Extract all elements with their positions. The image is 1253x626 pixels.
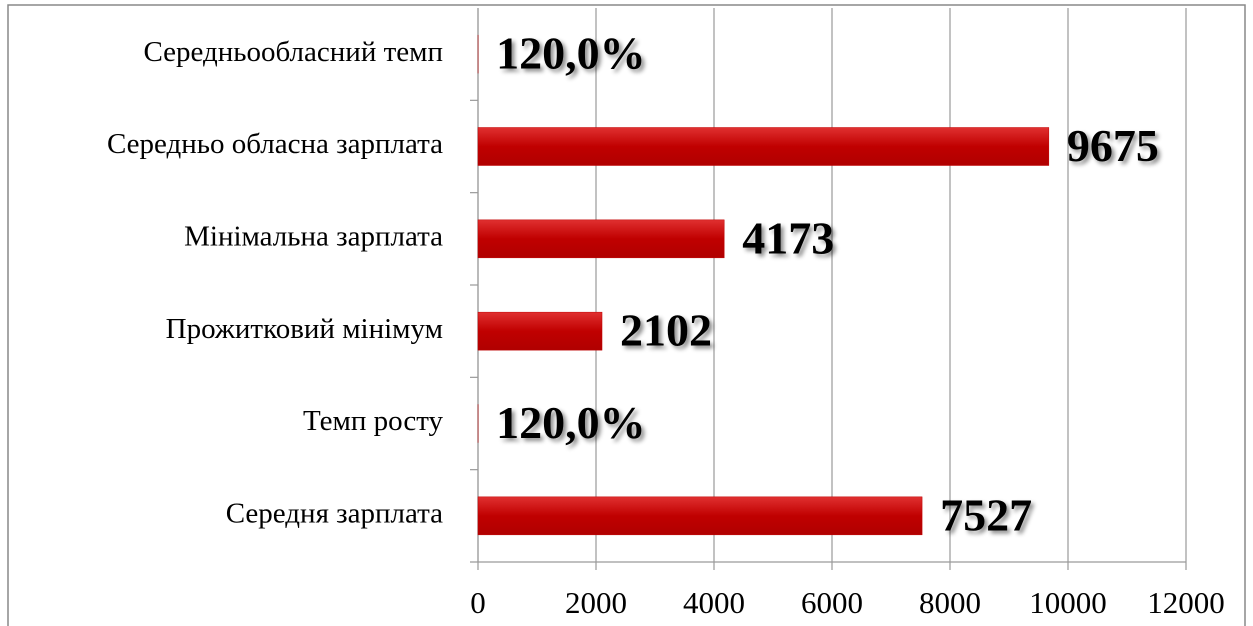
bar: [477, 496, 923, 536]
data-label: 7527: [940, 489, 1032, 540]
data-label: 120,0%: [496, 28, 646, 79]
x-tick-label: 4000: [683, 585, 745, 620]
x-tick-label: 0: [470, 585, 486, 620]
data-label: 120,0%: [496, 397, 646, 448]
y-tick-label: Прожитковий мінімум: [166, 313, 443, 345]
chart-border: [7, 4, 1246, 626]
x-tick-label: 12000: [1147, 585, 1225, 620]
y-tick-label: Темп росту: [303, 405, 443, 437]
y-tick-label: Середня зарплата: [226, 497, 443, 529]
bar: [477, 311, 603, 351]
data-label: 4173: [742, 212, 834, 263]
bar: [477, 219, 725, 259]
y-tick-label: Середньо обласна зарплата: [107, 128, 443, 160]
x-tick-label: 6000: [801, 585, 863, 620]
x-tick-label: 10000: [1029, 585, 1107, 620]
y-tick-label: Середньообласний темп: [143, 36, 443, 68]
bar: [477, 127, 1050, 166]
x-tick-label: 2000: [565, 585, 627, 620]
data-label: 9675: [1067, 120, 1159, 171]
x-tick-label: 8000: [919, 585, 981, 620]
data-label: 2102: [620, 305, 712, 356]
y-tick-label: Мінімальна зарплата: [184, 220, 443, 252]
